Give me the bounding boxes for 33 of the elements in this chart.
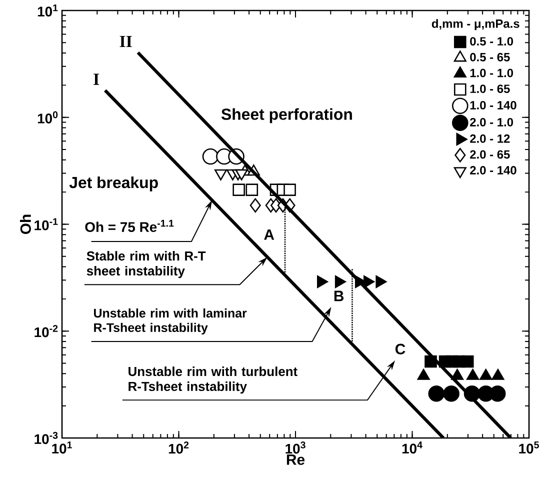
y-tick-label: 10$^{1}$ — [38, 4, 58, 17]
x-tick-label: 10$^{2}$ — [168, 442, 189, 454]
x-tick-label: 10$^{4}$ — [402, 442, 422, 454]
legend-label: 2.0 - 65 — [470, 150, 510, 159]
annotation: C — [395, 344, 406, 354]
y-tick-label: 10$^{-3}$ — [34, 432, 58, 444]
annotation: Sheet perforation — [221, 108, 352, 124]
y-tick-label: 10$^{-2}$ — [34, 325, 58, 338]
legend-label: 2.0 - 1.0 — [470, 118, 513, 126]
annotation: Jet breakup — [69, 176, 158, 192]
legend-label: 0.5 - 1.0 — [470, 37, 513, 46]
x-tick-label: 10$^{5}$ — [519, 442, 539, 454]
annotation: B — [334, 290, 344, 302]
series-label: II — [120, 36, 132, 48]
legend-label: 0.5 - 65 — [470, 52, 510, 62]
y-tick-label: 10$^{0}$ — [38, 111, 58, 124]
legend-title: d,mm - μ,mPa.s — [432, 19, 520, 30]
annotation: Unstable rim with turbulent R-Tsheet instability — [128, 366, 298, 394]
annotation: Stable rim with R-T sheet instability — [86, 251, 206, 278]
y-tick-label: 10$^{-1}$ — [34, 218, 58, 230]
x-axis-title: Re — [286, 454, 305, 465]
annotation: Unstable rim with laminar R-Tsheet instability — [94, 308, 247, 334]
legend-label: 1.0 - 65 — [470, 84, 510, 94]
y-axis-title: Oh — [20, 214, 31, 234]
x-tick-label: 10$^{3}$ — [286, 442, 306, 454]
legend-label: 1.0 - 1.0 — [470, 68, 513, 78]
legend-label: 2.0 - 12 — [470, 134, 510, 143]
annotation: A — [264, 229, 274, 240]
legend-label: 2.0 - 140 — [470, 166, 516, 174]
x-tick-label: 10$^{1}$ — [52, 442, 72, 454]
annotation: Oh = 75 Re$^{-1.1}$ — [85, 220, 174, 232]
legend-label: 1.0 - 140 — [470, 100, 516, 110]
legend-label: I — [94, 74, 100, 85]
